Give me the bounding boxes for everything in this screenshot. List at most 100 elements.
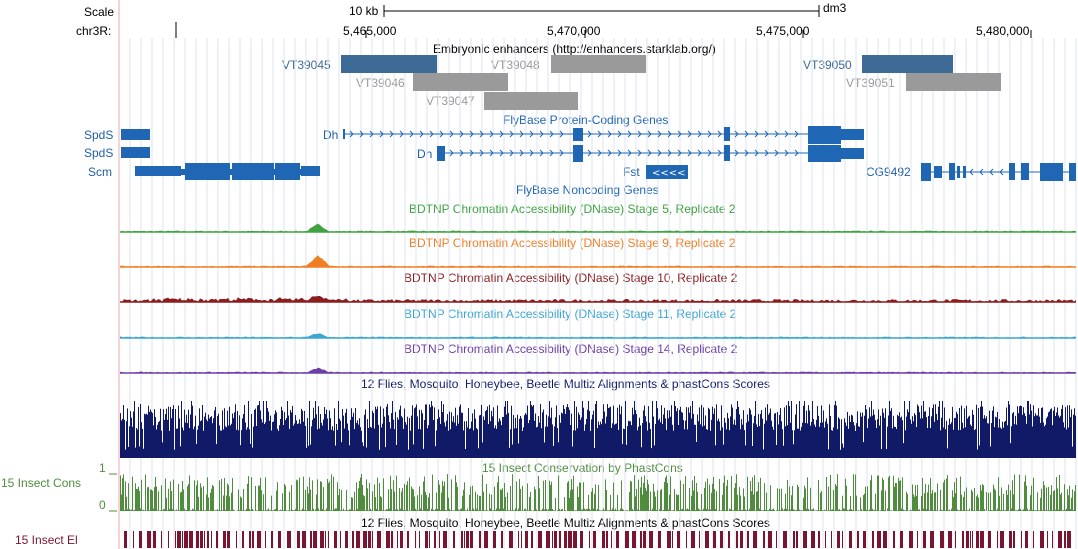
multiz-bar bbox=[884, 417, 885, 458]
gene-label-dh-2[interactable]: Dh bbox=[417, 147, 433, 161]
phastcons-bar bbox=[673, 510, 674, 511]
phastcons-bar bbox=[765, 509, 766, 511]
multiz-bar bbox=[820, 422, 821, 458]
multiz-bar bbox=[612, 423, 613, 458]
multiz-bar bbox=[883, 412, 884, 458]
phastcons-bar bbox=[524, 509, 525, 511]
phastcons-bar bbox=[810, 487, 811, 511]
enhancer-label-vt39046[interactable]: VT39046 bbox=[356, 76, 405, 90]
multiz-bar bbox=[787, 425, 788, 458]
conserved-element bbox=[893, 531, 895, 548]
phastcons-bar bbox=[653, 483, 654, 511]
phastcons-bar bbox=[415, 508, 416, 511]
gene-label-scm[interactable]: Scm bbox=[88, 165, 112, 179]
phastcons-bar bbox=[722, 494, 723, 511]
phastcons-bar bbox=[273, 510, 274, 511]
multiz-bar bbox=[557, 428, 558, 458]
phastcons-bar bbox=[906, 491, 907, 511]
multiz-bar bbox=[457, 415, 458, 458]
phastcons-bar bbox=[1043, 481, 1044, 511]
phastcons-bar bbox=[754, 475, 755, 511]
multiz-bar bbox=[783, 445, 784, 458]
phastcons-bar bbox=[153, 508, 154, 511]
phastcons-bar bbox=[858, 510, 859, 511]
phastcons-bar bbox=[444, 481, 445, 511]
multiz-bar bbox=[495, 425, 496, 458]
multiz-bar bbox=[573, 430, 574, 458]
phastcons-bar bbox=[330, 510, 331, 511]
multiz-bar bbox=[291, 412, 292, 458]
dnase-signal bbox=[120, 367, 1076, 373]
phastcons-bar bbox=[525, 508, 526, 511]
multiz-bar bbox=[1022, 414, 1023, 458]
phastcons-bar bbox=[192, 508, 193, 511]
phastcons-bar bbox=[243, 488, 244, 511]
phastcons-bar bbox=[940, 489, 941, 511]
phastcons-bar bbox=[472, 485, 473, 511]
multiz-bar bbox=[598, 421, 599, 458]
multiz-bar bbox=[1001, 428, 1002, 458]
intron-arrow bbox=[479, 130, 484, 138]
gene-label-spds-1[interactable]: SpdS bbox=[84, 128, 114, 142]
intron-arrow bbox=[697, 149, 702, 157]
elements-left-label[interactable]: 15 Insect El bbox=[15, 533, 78, 547]
phastcons-bar bbox=[690, 510, 691, 511]
multiz-bar bbox=[873, 409, 874, 458]
phastcons-left-label[interactable]: 15 Insect Cons bbox=[1, 476, 82, 490]
multiz-bar bbox=[911, 423, 912, 458]
phastcons-bar bbox=[729, 508, 730, 511]
multiz-bar bbox=[777, 412, 778, 458]
multiz-bar bbox=[749, 408, 750, 458]
conserved-element bbox=[461, 531, 463, 548]
multiz-bar bbox=[144, 413, 145, 458]
phastcons-bar bbox=[958, 510, 959, 511]
phastcons-bar bbox=[978, 497, 979, 511]
multiz-bar bbox=[222, 410, 223, 458]
phastcons-bar bbox=[1048, 487, 1049, 511]
phastcons-bar bbox=[416, 510, 417, 511]
phastcons-bar bbox=[239, 510, 240, 511]
phastcons-bar bbox=[912, 484, 913, 511]
multiz-bar bbox=[987, 423, 988, 458]
conserved-element bbox=[606, 531, 608, 548]
phastcons-bar bbox=[783, 510, 784, 511]
intron-arrow bbox=[744, 130, 749, 138]
phastcons-bar bbox=[203, 486, 204, 511]
phastcons-bar bbox=[342, 510, 343, 511]
enhancer-label-vt39051[interactable]: VT39051 bbox=[846, 76, 895, 90]
phastcons-bar bbox=[937, 483, 938, 511]
multiz-bar bbox=[775, 413, 776, 458]
intron-arrows bbox=[349, 130, 1004, 176]
multiz-bar bbox=[1000, 427, 1001, 458]
multiz-bar bbox=[1030, 404, 1031, 458]
multiz-bar bbox=[135, 447, 136, 458]
phastcons-bar bbox=[259, 485, 260, 511]
dnase-stage10-title: BDTNP Chromatin Accessibility (DNase) St… bbox=[404, 271, 738, 285]
multiz-bar bbox=[928, 415, 929, 458]
multiz-bar bbox=[226, 427, 227, 458]
phastcons-bar bbox=[536, 509, 537, 511]
multiz-bar bbox=[755, 401, 756, 458]
conserved-element bbox=[1040, 531, 1044, 548]
phastcons-bar bbox=[817, 510, 818, 511]
conserved-element bbox=[1009, 531, 1012, 548]
phastcons-bar bbox=[762, 510, 763, 511]
phastcons-bar bbox=[931, 493, 932, 511]
conserved-element bbox=[147, 531, 151, 548]
enhancer-label-vt39050[interactable]: VT39050 bbox=[803, 58, 852, 72]
intron-arrow bbox=[647, 130, 652, 138]
phastcons-bar bbox=[460, 509, 461, 511]
phastcons-bar bbox=[393, 480, 394, 511]
multiz-bar bbox=[1066, 429, 1067, 458]
gene-label-dh-1[interactable]: Dh bbox=[323, 128, 339, 142]
gene-label-spds-2[interactable]: SpdS bbox=[84, 146, 114, 160]
phastcons-bar bbox=[816, 510, 817, 511]
multiz-bar bbox=[208, 414, 209, 458]
multiz-bar bbox=[415, 407, 416, 458]
multiz-bar bbox=[493, 407, 494, 458]
enhancer-vt39048 bbox=[551, 55, 646, 73]
multiz-bar bbox=[500, 420, 501, 458]
multiz-bar bbox=[158, 422, 159, 458]
multiz-bar bbox=[1024, 413, 1025, 458]
